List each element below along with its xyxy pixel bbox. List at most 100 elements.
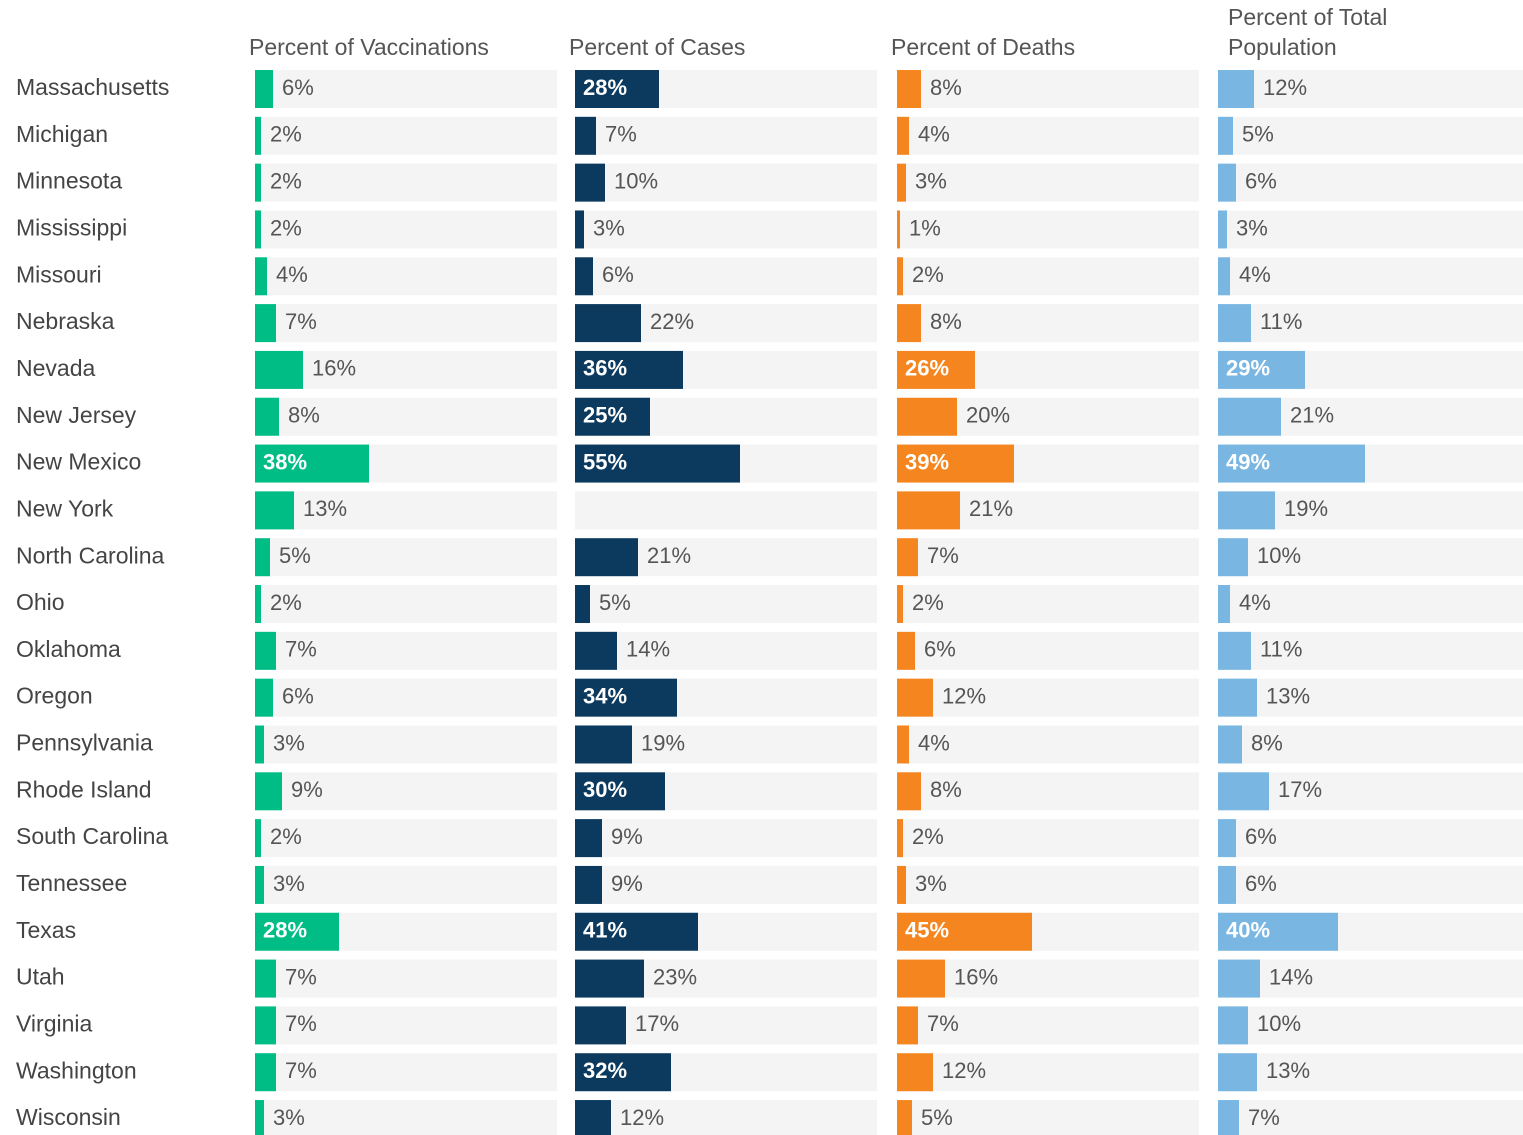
bar xyxy=(897,257,903,296)
bar xyxy=(897,1006,918,1045)
row-background xyxy=(255,538,557,577)
value-label: 12% xyxy=(942,1058,986,1083)
row-background xyxy=(1218,865,1523,904)
value-label: 11% xyxy=(1260,309,1302,334)
bar xyxy=(1218,912,1338,951)
panel-title: Percent of Total Population xyxy=(1228,4,1388,60)
row-background xyxy=(255,772,557,811)
bar xyxy=(575,819,602,858)
category-label: Nebraska xyxy=(16,308,115,334)
row-background xyxy=(255,1006,557,1045)
value-label: 12% xyxy=(620,1105,664,1130)
bar xyxy=(897,959,945,998)
bar xyxy=(255,304,276,343)
value-label: 41% xyxy=(583,918,627,943)
row-background xyxy=(575,631,877,670)
value-label: 8% xyxy=(288,403,320,428)
value-label: 6% xyxy=(1245,871,1277,896)
row-background xyxy=(897,819,1199,858)
value-label: 16% xyxy=(954,964,998,989)
value-label: 5% xyxy=(1242,122,1274,147)
bar xyxy=(897,538,918,577)
category-label: Utah xyxy=(16,964,65,990)
row-background xyxy=(255,350,557,389)
row-background xyxy=(575,257,877,296)
bar xyxy=(255,1006,276,1045)
bar xyxy=(897,1100,912,1135)
bar xyxy=(1218,819,1236,858)
row-background xyxy=(897,865,1199,904)
bar xyxy=(897,772,921,811)
value-label: 2% xyxy=(912,590,944,615)
value-label: 7% xyxy=(1248,1105,1280,1130)
row-background xyxy=(1218,163,1523,202)
bar xyxy=(575,163,605,202)
value-label: 9% xyxy=(291,777,323,802)
row-background xyxy=(1218,1053,1523,1092)
bar xyxy=(897,1053,933,1092)
row-background xyxy=(897,210,1199,249)
category-label: Pennsylvania xyxy=(16,730,153,756)
bar xyxy=(897,631,915,670)
bar xyxy=(575,725,632,764)
bar xyxy=(255,1100,264,1135)
bar xyxy=(897,397,957,436)
panel-title: Percent of Cases xyxy=(569,34,746,60)
row-background xyxy=(897,585,1199,624)
value-label: 2% xyxy=(912,824,944,849)
value-label: 4% xyxy=(918,122,950,147)
value-label: 3% xyxy=(915,168,947,193)
value-label: 10% xyxy=(1257,1011,1301,1036)
value-label: 17% xyxy=(1278,777,1322,802)
value-label: 4% xyxy=(1239,590,1271,615)
bar xyxy=(575,1053,671,1092)
bar xyxy=(255,772,282,811)
value-label: 2% xyxy=(270,168,302,193)
value-label: 26% xyxy=(905,356,949,381)
value-label: 12% xyxy=(942,683,986,708)
bar xyxy=(897,444,1014,483)
row-background xyxy=(897,70,1199,108)
row-background xyxy=(255,865,557,904)
panel-title: Percent of Deaths xyxy=(891,34,1076,60)
value-label: 7% xyxy=(285,637,317,662)
value-label: 7% xyxy=(285,964,317,989)
category-label: Michigan xyxy=(16,121,108,147)
value-label: 40% xyxy=(1226,918,1270,943)
row-background xyxy=(1218,304,1523,343)
row-background xyxy=(897,304,1199,343)
bar xyxy=(1218,865,1236,904)
bar xyxy=(575,585,590,624)
bar xyxy=(1218,163,1236,202)
value-label: 3% xyxy=(273,871,305,896)
value-label: 13% xyxy=(303,496,347,521)
value-label: 7% xyxy=(927,1011,959,1036)
value-label: 12% xyxy=(1263,75,1307,100)
bar xyxy=(897,725,909,764)
row-background xyxy=(897,538,1199,577)
value-label: 3% xyxy=(593,215,625,240)
bar xyxy=(575,116,596,155)
value-label: 38% xyxy=(263,449,307,474)
bar xyxy=(897,912,1032,951)
row-background xyxy=(255,959,557,998)
row-background xyxy=(1218,819,1523,858)
category-label: Mississippi xyxy=(16,215,127,241)
row-background xyxy=(255,397,557,436)
row-background xyxy=(255,163,557,202)
bar xyxy=(255,725,264,764)
row-background xyxy=(255,304,557,343)
category-label: Massachusetts xyxy=(16,74,169,100)
value-label: 19% xyxy=(1284,496,1328,521)
row-background xyxy=(575,163,877,202)
value-label: 10% xyxy=(1257,543,1301,568)
value-label: 6% xyxy=(282,75,314,100)
row-background xyxy=(255,1053,557,1092)
row-background xyxy=(897,678,1199,717)
bar xyxy=(897,819,903,858)
row-background xyxy=(897,772,1199,811)
row-background xyxy=(897,959,1199,998)
bar xyxy=(1218,257,1230,296)
bar xyxy=(575,397,650,436)
value-label: 13% xyxy=(1266,683,1310,708)
